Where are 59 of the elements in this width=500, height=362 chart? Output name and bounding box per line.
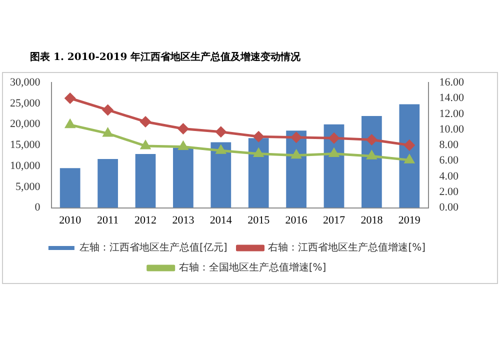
y-tick-label: 30,000 — [10, 76, 41, 88]
point — [140, 140, 150, 150]
point — [216, 126, 226, 138]
x-tick-label: 2013 — [172, 214, 195, 226]
x-tick-label: 2010 — [59, 214, 82, 226]
point — [102, 104, 114, 116]
point — [254, 148, 264, 158]
point — [140, 116, 151, 127]
bar — [210, 142, 232, 208]
point — [404, 154, 414, 164]
y2-tick-label: 2.00 — [439, 186, 459, 198]
x-tick-label: 2015 — [248, 214, 270, 226]
y-tick-label: 20,000 — [10, 118, 41, 130]
y-tick-label: 5,000 — [16, 180, 41, 193]
point — [253, 131, 264, 142]
point — [216, 145, 226, 154]
point — [178, 124, 188, 134]
y-tick-label: 0 — [34, 202, 41, 214]
point — [64, 93, 76, 104]
y2-tick-label: 8.00 — [439, 139, 459, 152]
chart-title: 图表 1. 2010-2019 年江西省地区生产总值及增速变动情况 — [30, 50, 301, 64]
y2-tick-label: 6.00 — [439, 154, 459, 167]
legend-label: 左轴：江西省地区生产总值[亿元] — [79, 242, 228, 254]
x-tick-label: 2018 — [360, 214, 384, 226]
point — [366, 150, 376, 160]
x-tick-label: 2011 — [97, 214, 119, 226]
bar — [248, 138, 269, 208]
y2-tick-label: 4.00 — [439, 170, 459, 182]
y2-tick-label: 12.00 — [439, 108, 464, 120]
bar — [173, 148, 194, 208]
legend-label: 右轴：全国地区生产总值增速[%] — [178, 262, 326, 274]
y2-tick-label: 16.00 — [439, 76, 464, 88]
x-tick-label: 2016 — [285, 214, 308, 226]
bar — [362, 116, 382, 208]
x-tick-label: 2019 — [398, 214, 421, 226]
point — [103, 128, 113, 137]
y2-tick-label: 10.00 — [439, 123, 464, 136]
point — [329, 148, 339, 158]
y-tick-label: 10,000 — [10, 160, 41, 172]
bar — [399, 104, 420, 208]
point — [291, 132, 302, 143]
point — [328, 132, 340, 144]
x-tick-label: 2017 — [323, 214, 346, 226]
point — [366, 134, 377, 145]
bar — [98, 158, 118, 208]
bar — [286, 130, 306, 208]
y-tick-label: 15,000 — [10, 139, 41, 152]
point — [292, 150, 302, 159]
y2-tick-label: 0.00 — [439, 202, 459, 214]
y-tick-label: 25,000 — [10, 97, 41, 110]
point — [65, 120, 75, 128]
legend-label: 右轴：江西省地区生产总值增速[%] — [268, 242, 426, 254]
point — [178, 142, 188, 150]
bar — [60, 168, 80, 208]
point — [404, 140, 415, 150]
x-tick-label: 2012 — [134, 214, 156, 226]
bar — [135, 154, 156, 208]
x-tick-label: 2014 — [210, 214, 232, 226]
y2-tick-label: 14.00 — [439, 92, 464, 104]
